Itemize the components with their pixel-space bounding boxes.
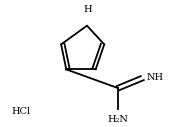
Text: H₂N: H₂N [108, 115, 129, 124]
Text: HCl: HCl [12, 107, 31, 116]
Text: NH: NH [147, 73, 164, 82]
Text: H: H [84, 5, 92, 14]
